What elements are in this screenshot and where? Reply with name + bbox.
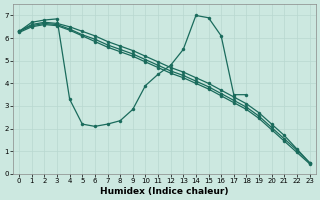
X-axis label: Humidex (Indice chaleur): Humidex (Indice chaleur) [100,187,228,196]
